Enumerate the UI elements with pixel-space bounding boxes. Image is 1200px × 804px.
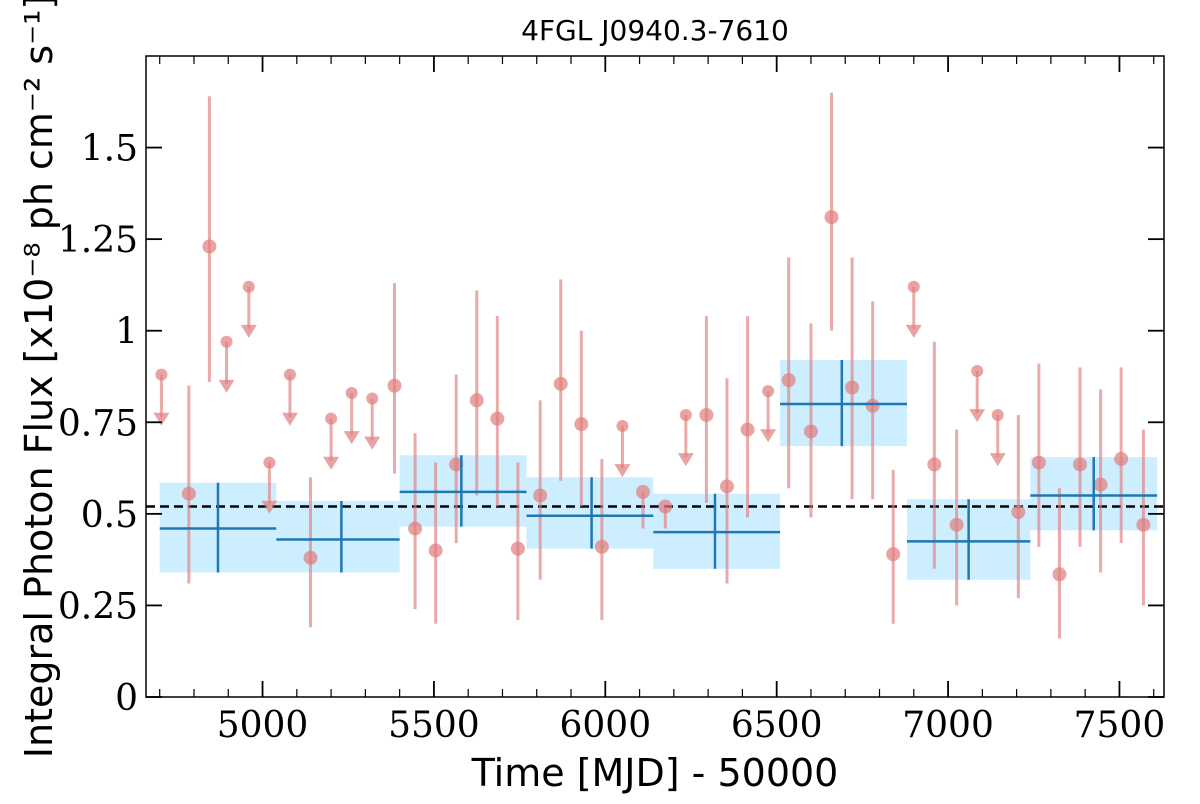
detection-point-1 (202, 239, 217, 254)
upper-limit-point-0 (155, 368, 168, 381)
detection-point-15 (658, 499, 673, 514)
upper-limit-arrow-1 (218, 379, 235, 393)
detection-point-14 (636, 484, 651, 499)
upper-limit-point-12 (971, 365, 984, 378)
plot-frame (145, 55, 1165, 698)
upper-limit-arrow-13 (989, 453, 1006, 467)
detection-point-25 (927, 457, 942, 472)
detection-point-12 (574, 417, 589, 432)
y-axis-label: Integral Photon Flux [x10⁻⁸ ph cm⁻² s⁻¹] (17, 0, 61, 758)
upper-limit-arrow-12 (969, 409, 986, 423)
detection-point-33 (1136, 517, 1151, 532)
y-tick-label-5: 1.25 (58, 220, 138, 261)
x-tick-label-1: 5500 (388, 705, 480, 746)
upper-limit-point-4 (283, 368, 296, 381)
upper-limit-arrow-7 (364, 436, 381, 450)
detection-point-8 (490, 411, 505, 426)
detection-point-10 (533, 488, 548, 503)
x-tick-label-0: 5000 (217, 705, 309, 746)
x-tick-label-2: 6000 (559, 705, 651, 746)
y-tick-label-4: 1 (115, 312, 138, 353)
upper-limit-point-9 (679, 408, 692, 421)
upper-limit-point-5 (325, 412, 338, 425)
upper-limit-point-10 (762, 385, 775, 398)
chart-title: 4FGL J0940.3-7610 (521, 14, 789, 47)
detection-point-32 (1114, 451, 1129, 466)
upper-limit-point-6 (345, 386, 358, 399)
upper-limit-arrow-4 (281, 412, 298, 426)
upper-limit-arrow-10 (760, 429, 777, 443)
y-tick-label-3: 0.75 (58, 403, 138, 444)
detection-point-5 (428, 543, 443, 558)
upper-limit-point-1 (220, 335, 233, 348)
detection-point-3 (387, 378, 402, 393)
bin-band-3 (526, 477, 654, 549)
detection-point-31 (1093, 477, 1108, 492)
detection-point-18 (740, 422, 755, 437)
detection-point-22 (845, 380, 860, 395)
detection-point-24 (886, 547, 901, 562)
detection-point-17 (719, 479, 734, 494)
upper-limit-arrow-2 (240, 324, 257, 338)
detection-point-9 (510, 541, 525, 556)
upper-limit-arrow-3 (261, 500, 278, 514)
upper-limit-point-7 (366, 392, 379, 405)
detection-point-19 (781, 373, 796, 388)
detection-point-0 (181, 486, 196, 501)
bin-band-1 (276, 501, 400, 573)
detection-point-29 (1052, 567, 1067, 582)
detection-point-11 (553, 376, 568, 391)
upper-limit-arrow-9 (677, 453, 694, 467)
ticks-group: 5000 5500 6000 6500 7000 7500 0 0.25 0.5 0.75 1 1.2… (58, 56, 1165, 746)
detection-point-7 (469, 393, 484, 408)
detection-point-28 (1031, 455, 1046, 470)
upper-limit-point-11 (907, 280, 920, 293)
upper-limit-arrow-11 (905, 324, 922, 338)
upper-limit-point-2 (242, 280, 255, 293)
upper-limit-arrow-8 (614, 464, 631, 478)
detection-point-23 (865, 398, 880, 413)
y-tick-label-6: 1.5 (81, 129, 138, 170)
y-tick-label-1: 0.25 (58, 586, 138, 627)
upper-limit-arrow-5 (323, 456, 340, 470)
detection-point-26 (949, 517, 964, 532)
detection-point-4 (408, 521, 423, 536)
upper-limit-point-13 (991, 408, 1004, 421)
bins-group (159, 360, 1158, 580)
x-tick-label-3: 6500 (731, 705, 823, 746)
detection-point-16 (699, 407, 714, 422)
x-axis-label: Time [MJD] - 50000 (471, 751, 839, 795)
upper-limit-arrow-6 (343, 431, 360, 445)
x-tick-label-5: 7500 (1074, 705, 1166, 746)
upper-limit-arrow-0 (153, 412, 170, 426)
detection-point-27 (1011, 505, 1026, 520)
detection-point-6 (449, 457, 464, 472)
upper-limit-point-3 (263, 456, 276, 469)
detection-point-30 (1073, 457, 1088, 472)
detection-point-13 (594, 539, 609, 554)
detection-point-21 (824, 210, 839, 225)
y-tick-label-0: 0 (115, 678, 138, 719)
upper-limit-point-8 (616, 419, 629, 432)
y-tick-label-2: 0.5 (81, 495, 138, 536)
detection-point-20 (803, 424, 818, 439)
detection-point-2 (303, 550, 318, 565)
points-group (153, 92, 1151, 639)
x-tick-label-4: 7000 (902, 705, 994, 746)
